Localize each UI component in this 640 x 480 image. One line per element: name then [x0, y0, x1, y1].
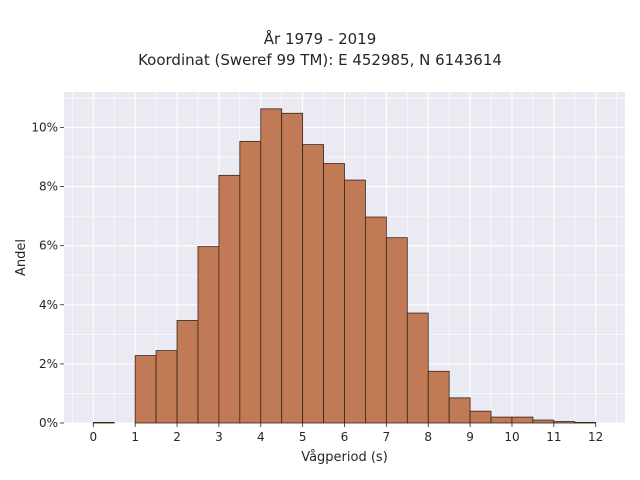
y-tick-label: 0% — [39, 416, 58, 430]
x-tick-label: 10 — [504, 430, 519, 444]
chart-subtitle: Koordinat (Sweref 99 TM): E 452985, N 61… — [138, 51, 502, 69]
histogram-bar — [532, 419, 555, 424]
x-tick-label: 8 — [424, 430, 432, 444]
chart-title: År 1979 - 2019 — [263, 30, 377, 48]
x-tick-label: 6 — [341, 430, 349, 444]
y-tick-label: 10% — [31, 120, 58, 134]
x-tick-label: 2 — [173, 430, 181, 444]
histogram-bar — [469, 410, 492, 424]
histogram-bar — [176, 320, 199, 424]
histogram-bar — [365, 216, 387, 424]
histogram-bar — [92, 422, 115, 424]
x-tick-label: 7 — [383, 430, 391, 444]
x-tick-label: 4 — [257, 430, 265, 444]
x-tick-label: 5 — [299, 430, 307, 444]
histogram-bar — [134, 355, 157, 424]
histogram-bar — [260, 108, 283, 424]
y-tick-label: 2% — [39, 357, 58, 371]
histogram-bar — [218, 174, 241, 424]
histogram-bar — [302, 144, 324, 424]
x-tick-label: 11 — [546, 430, 561, 444]
histogram-bar — [553, 421, 576, 424]
histogram-bar — [511, 416, 534, 424]
x-tick-label: 1 — [131, 430, 139, 444]
y-tick-label: 4% — [39, 298, 58, 312]
x-tick-label: 12 — [588, 430, 603, 444]
y-tick-label: 8% — [39, 180, 58, 194]
y-axis-label: Andel — [14, 239, 29, 276]
histogram-bar — [344, 179, 366, 424]
histogram-bar — [490, 416, 513, 424]
x-axis-ticks: 0 1 2 3 4 5 6 7 8 9 10 11 12 — [89, 423, 603, 444]
bars — [92, 108, 597, 424]
histogram-bar — [448, 397, 471, 424]
histogram-bar — [155, 350, 178, 424]
histogram-bar — [406, 312, 429, 424]
histogram-bar — [574, 422, 597, 424]
histogram-bar — [323, 163, 345, 424]
histogram-bar — [281, 112, 304, 424]
x-tick-label: 0 — [89, 430, 97, 444]
histogram-bar — [427, 370, 450, 424]
histogram-bar — [197, 246, 220, 424]
y-tick-label: 6% — [39, 239, 58, 253]
histogram-bar — [239, 140, 262, 424]
x-tick-label: 9 — [466, 430, 474, 444]
histogram-bar — [385, 237, 408, 424]
x-tick-label: 3 — [215, 430, 223, 444]
y-axis-ticks: 0% 2% 4% 6% 8% 10% — [31, 120, 64, 430]
x-axis-label: Vågperiod (s) — [301, 450, 388, 465]
